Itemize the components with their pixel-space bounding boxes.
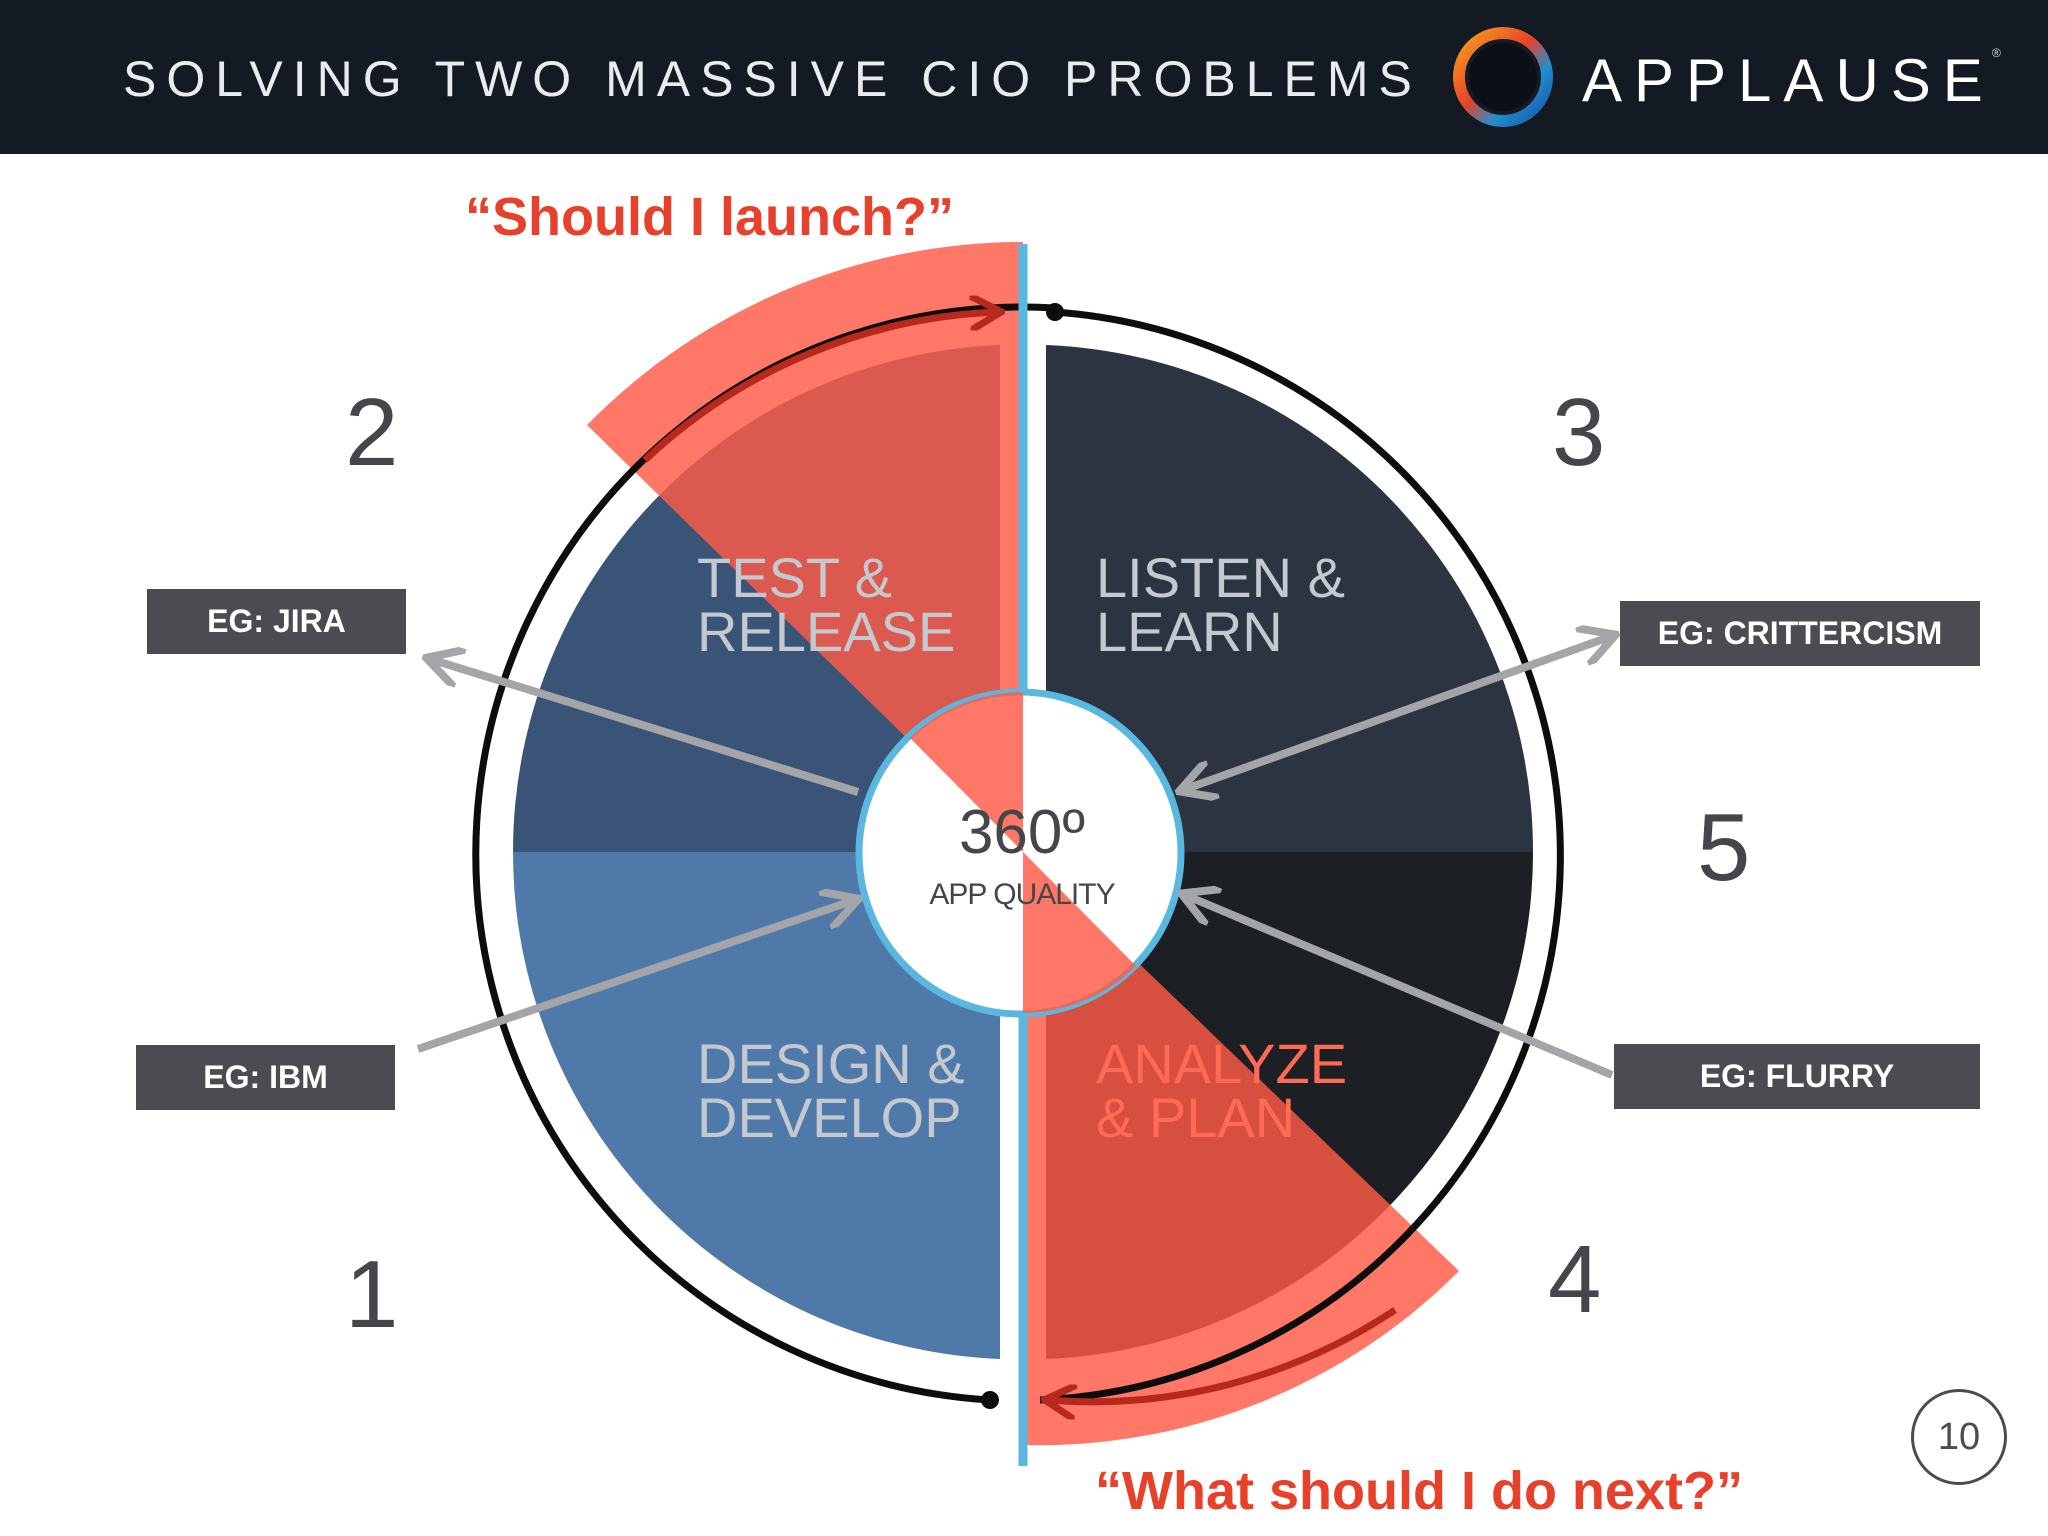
example-jira-box: EG: JIRA xyxy=(147,589,406,654)
next-highlight-wedge xyxy=(1023,852,1459,1446)
cycle-arc-left-start-dot xyxy=(981,1391,999,1409)
what-next-question: “What should I do next?” xyxy=(1095,1461,1743,1521)
applause-logo-icon xyxy=(1453,27,1553,127)
center-hub-red-bottom xyxy=(1023,852,1136,1013)
ibm-arrow xyxy=(416,900,855,1053)
listen-label-line1: LISTEN & xyxy=(1096,546,1345,609)
step-number-3: 3 xyxy=(1552,379,1606,486)
brand-registered-mark: ® xyxy=(1992,46,2001,60)
slide-title: SOLVING TWO MASSIVE CIO PROBLEMS xyxy=(123,51,1422,107)
step-number-5: 5 xyxy=(1697,794,1751,901)
crittercism-arrow xyxy=(1183,636,1612,790)
header-bar: SOLVING TWO MASSIVE CIO PROBLEMS APPLAUS… xyxy=(0,0,2048,154)
page-number-badge: 10 xyxy=(1911,1389,2007,1485)
jira-arrow xyxy=(430,659,860,796)
cycle-arc-right xyxy=(1039,308,1564,1404)
brand-name: APPLAUSE xyxy=(1582,47,1995,114)
listen-label-line2: LEARN xyxy=(1096,600,1283,663)
next-arrow xyxy=(1048,1307,1397,1402)
should-i-launch-question: “Should I launch?” xyxy=(465,187,954,247)
launch-arrow xyxy=(642,312,998,463)
center-hub-label: APP QUALITY xyxy=(929,878,1115,911)
example-flurry-box: EG: FLURRY xyxy=(1614,1044,1980,1109)
step-number-1: 1 xyxy=(345,1241,399,1348)
flurry-arrow xyxy=(1185,895,1614,1079)
test-label-line1: TEST & xyxy=(697,546,892,609)
analyze-label-line2: & PLAN xyxy=(1096,1086,1295,1149)
design-label-line2: DEVELOP xyxy=(697,1086,962,1149)
center-hub-red-top xyxy=(910,691,1023,852)
example-crittercism-box: EG: CRITTERCISM xyxy=(1620,601,1980,666)
step-number-2: 2 xyxy=(345,379,399,486)
cycle-arc-right-start-dot xyxy=(1046,303,1064,321)
analyze-label-line1: ANALYZE xyxy=(1096,1032,1347,1095)
design-label-line1: DESIGN & xyxy=(697,1032,965,1095)
example-ibm-box: EG: IBM xyxy=(136,1045,395,1110)
center-hub-value: 360º xyxy=(959,798,1085,867)
test-label-line2: RELEASE xyxy=(697,600,955,663)
launch-highlight-wedge xyxy=(587,241,1023,853)
step-number-4: 4 xyxy=(1548,1226,1602,1333)
